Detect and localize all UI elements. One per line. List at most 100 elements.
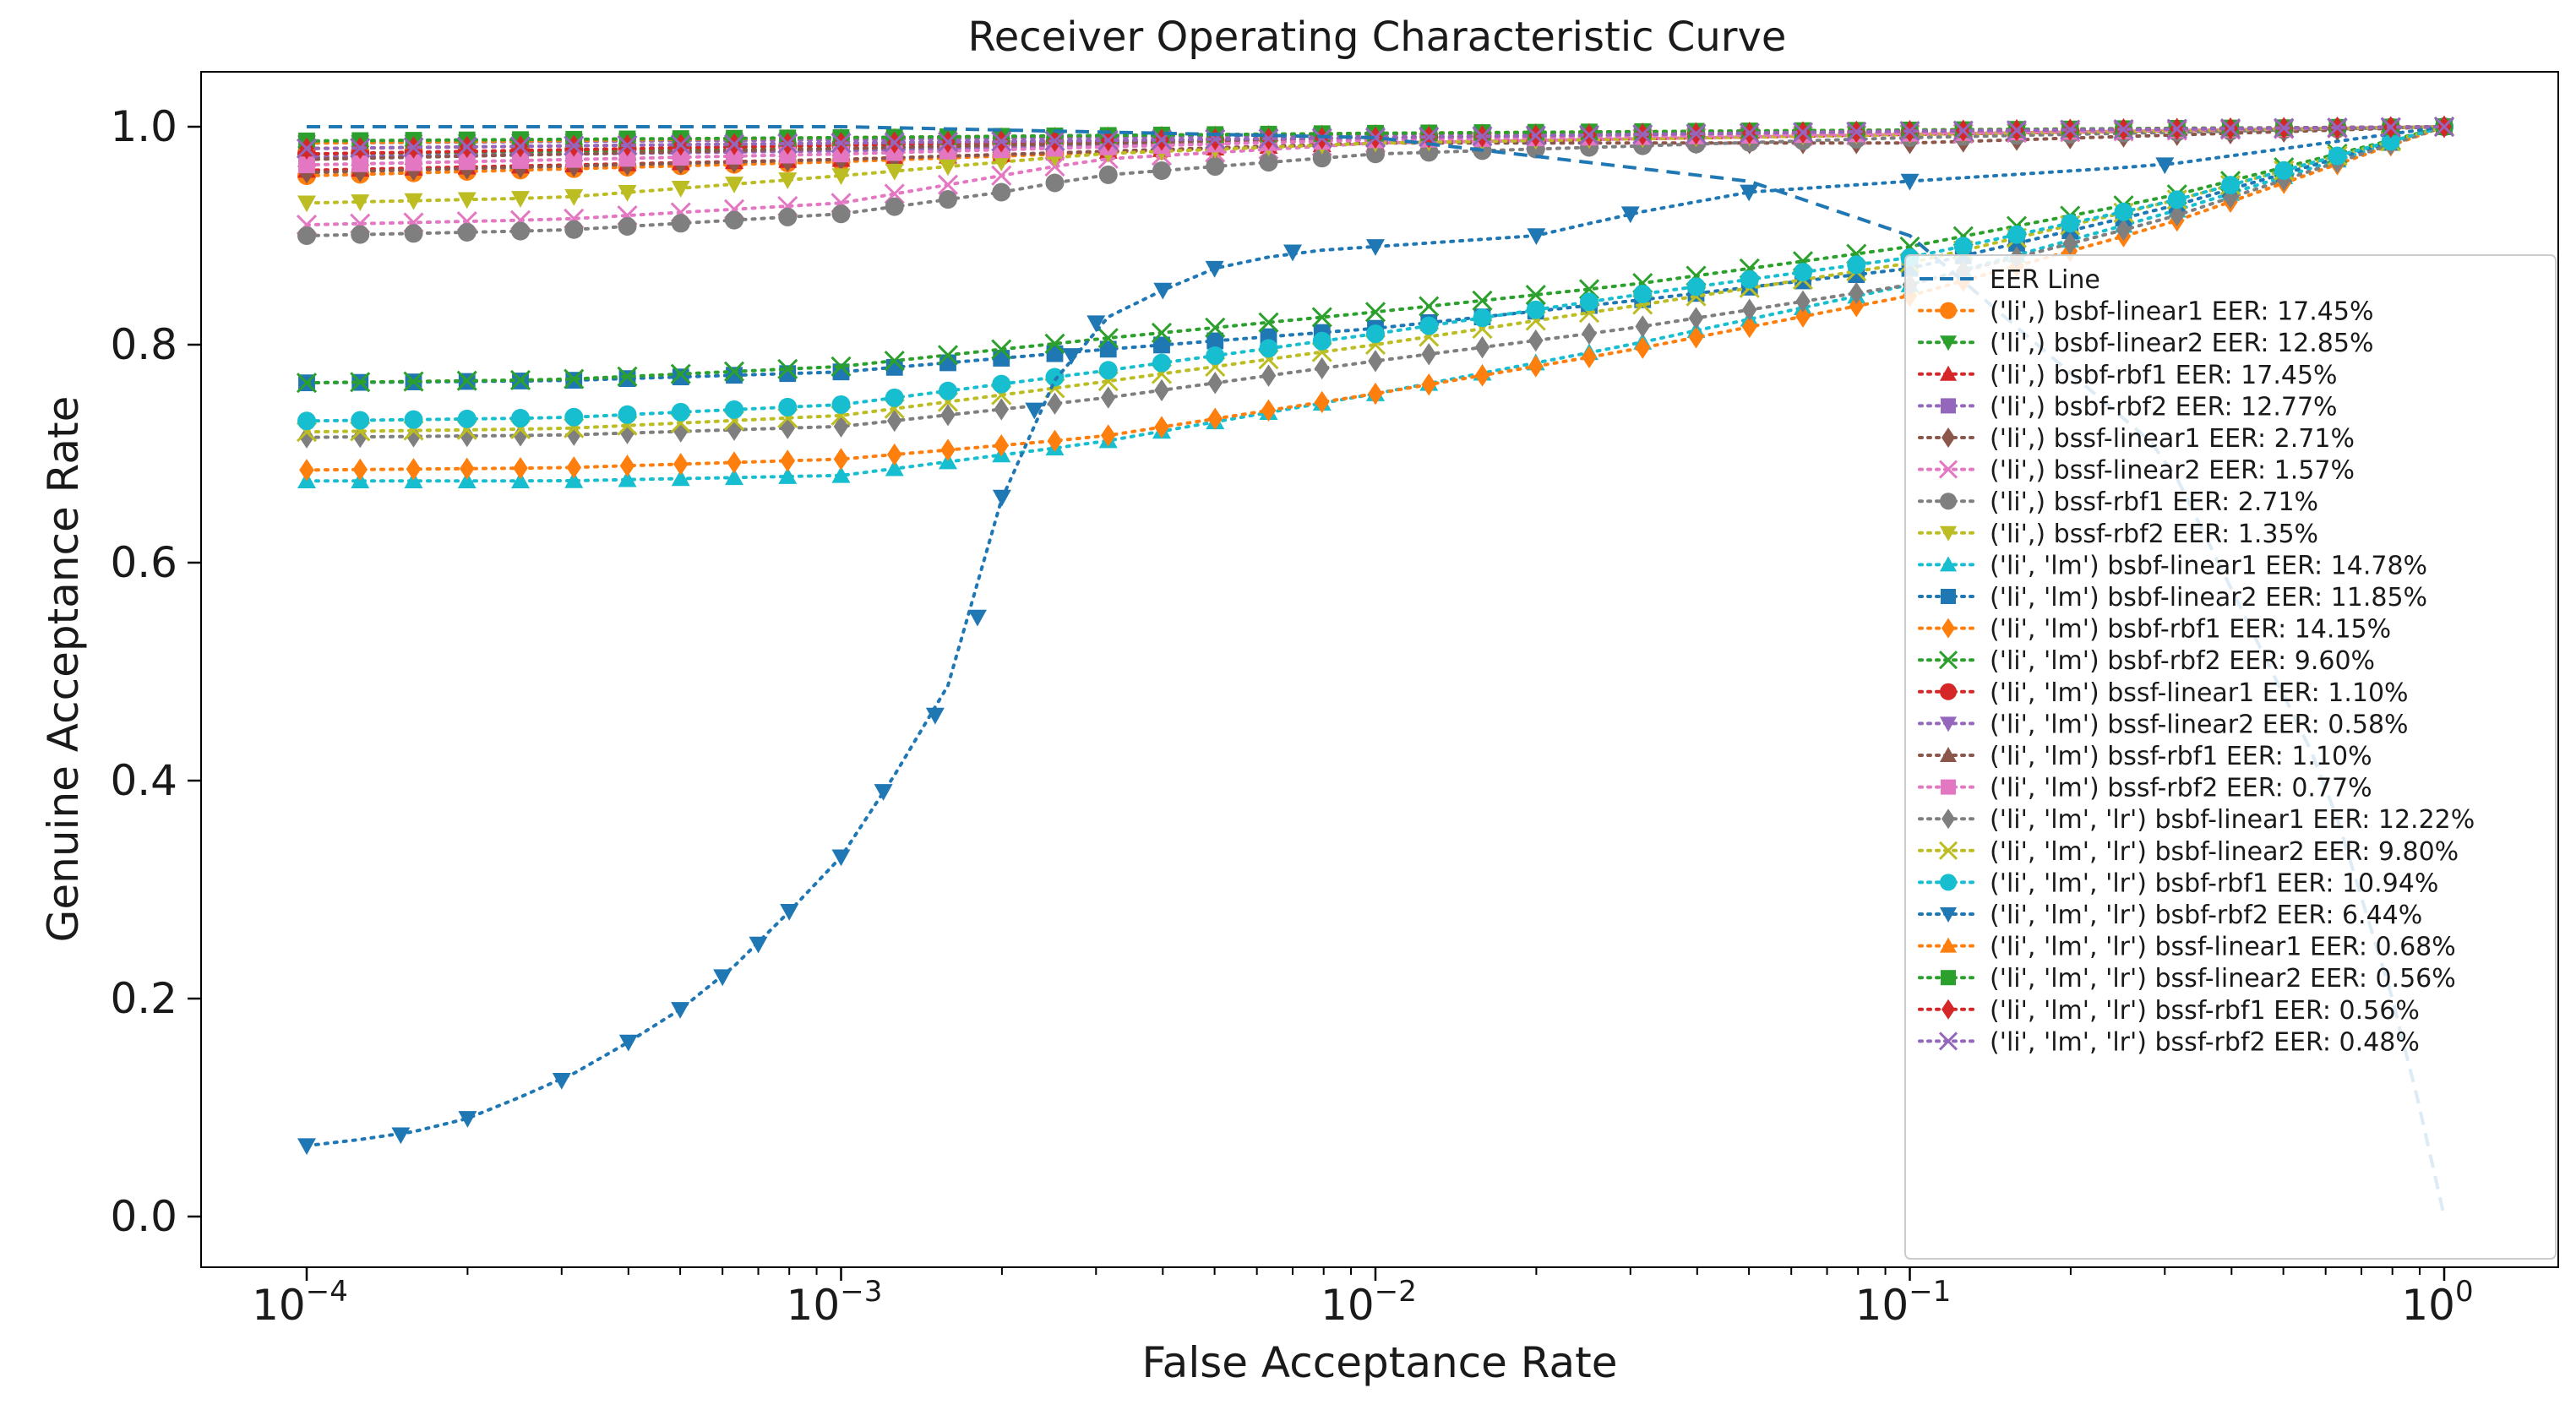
series-point bbox=[565, 150, 583, 168]
series-point bbox=[727, 451, 742, 474]
series-point bbox=[1620, 206, 1640, 224]
series-point bbox=[299, 459, 314, 482]
series-point bbox=[566, 456, 582, 479]
series-point bbox=[1473, 308, 1492, 328]
series-point bbox=[457, 471, 477, 489]
series-point bbox=[991, 339, 1012, 360]
series-point bbox=[619, 422, 635, 444]
series-point bbox=[618, 184, 637, 202]
series-point bbox=[778, 172, 798, 189]
legend-marker bbox=[1942, 427, 1955, 448]
legend-label: ('li',) bsbf-rbf1 EER: 17.45% bbox=[1990, 361, 2338, 390]
series-point bbox=[351, 194, 370, 211]
series-point bbox=[1153, 282, 1173, 300]
series-point bbox=[1314, 357, 1330, 380]
series-point bbox=[1044, 333, 1065, 354]
series-point bbox=[2006, 120, 2028, 141]
series-point bbox=[564, 471, 584, 488]
series-point bbox=[2061, 214, 2080, 233]
legend-item: ('li',) bssf-rbf2 EER: 1.35% bbox=[1918, 520, 2318, 549]
series-point bbox=[1364, 302, 1386, 323]
legend-item: ('li',) bsbf-rbf1 EER: 17.45% bbox=[1918, 361, 2338, 390]
series-point bbox=[1368, 382, 1383, 406]
series-point bbox=[298, 156, 315, 174]
series-point bbox=[403, 137, 424, 158]
series-point bbox=[618, 470, 637, 487]
series-point bbox=[404, 224, 423, 243]
y-axis-ticks: 0.0 0.2 0.4 0.6 0.8 1.0 bbox=[110, 102, 201, 1241]
series-point bbox=[1261, 399, 1277, 422]
legend-marker bbox=[1938, 651, 1958, 670]
series-point bbox=[831, 849, 851, 867]
series-point bbox=[618, 1034, 638, 1052]
series-point bbox=[457, 222, 477, 242]
series-point bbox=[564, 220, 584, 239]
legend-item: ('li', 'lm') bssf-rbf1 EER: 1.10% bbox=[1918, 742, 2372, 771]
series-point bbox=[1206, 332, 1224, 350]
series-point bbox=[885, 459, 904, 476]
legend-marker bbox=[1941, 779, 1956, 795]
series-point bbox=[1582, 322, 1597, 346]
series-point bbox=[992, 489, 1011, 507]
legend-marker bbox=[1940, 747, 1957, 762]
series-point bbox=[778, 397, 798, 416]
legend-marker bbox=[1938, 1032, 1958, 1051]
legend-label: ('li', 'lm') bssf-rbf1 EER: 1.10% bbox=[1990, 742, 2372, 771]
series-point bbox=[456, 370, 477, 391]
x-axis-ticks: 10−4 10−3 10−2 10−1 100 bbox=[252, 1267, 2474, 1330]
series-point bbox=[670, 134, 691, 155]
legend-label: EER Line bbox=[1990, 265, 2100, 295]
series-line bbox=[305, 125, 2446, 472]
series-point bbox=[884, 350, 905, 372]
series-point bbox=[967, 609, 987, 627]
series-point bbox=[564, 407, 584, 427]
series-point bbox=[2219, 118, 2241, 139]
series-point bbox=[833, 448, 849, 471]
legend-marker bbox=[1940, 907, 1957, 923]
series-point bbox=[458, 1111, 477, 1128]
series-point bbox=[511, 191, 530, 208]
series-point bbox=[725, 468, 743, 486]
series-point bbox=[1472, 290, 1493, 311]
series-point bbox=[725, 400, 743, 419]
y-tick-label: 1.0 bbox=[110, 102, 177, 151]
legend: EER Line('li',) bsbf-linear1 EER: 17.45%… bbox=[1904, 254, 2557, 1260]
series-point bbox=[940, 438, 956, 461]
series-point bbox=[1525, 125, 1546, 146]
series-point bbox=[459, 457, 475, 480]
series-point bbox=[1635, 315, 1651, 338]
series-point bbox=[1100, 424, 1116, 447]
series-point bbox=[993, 350, 1010, 367]
series-point bbox=[886, 409, 902, 433]
series-point bbox=[1258, 312, 1279, 333]
series-point bbox=[1419, 143, 1439, 162]
series-point bbox=[778, 467, 798, 484]
series-point bbox=[1259, 339, 1278, 358]
series-point bbox=[404, 410, 423, 429]
legend-label: ('li', 'lm') bsbf-rbf1 EER: 14.15% bbox=[1990, 615, 2391, 645]
series-point bbox=[459, 424, 475, 448]
series-point bbox=[2155, 157, 2175, 175]
series-point bbox=[723, 133, 745, 155]
series-point bbox=[1847, 255, 1866, 275]
series-point bbox=[1098, 361, 1118, 380]
legend-label: ('li',) bssf-rbf1 EER: 2.71% bbox=[1990, 487, 2318, 517]
series-point bbox=[617, 366, 638, 387]
series-point bbox=[2116, 218, 2132, 242]
series-point bbox=[297, 411, 316, 431]
series-point bbox=[725, 210, 743, 230]
legend-item: ('li', 'lm') bssf-rbf2 EER: 0.77% bbox=[1918, 774, 2372, 803]
series-point bbox=[297, 226, 316, 245]
series-point bbox=[1062, 348, 1081, 365]
series-point bbox=[673, 453, 689, 476]
series-point bbox=[2166, 118, 2187, 139]
series-point bbox=[1578, 124, 1600, 145]
series-point bbox=[1207, 407, 1223, 430]
series-point bbox=[406, 425, 422, 448]
legend-item: ('li', 'lm', 'lr') bsbf-linear1 EER: 12.… bbox=[1918, 805, 2475, 835]
legend-label: ('li', 'lm') bssf-rbf2 EER: 0.77% bbox=[1990, 774, 2372, 803]
series-point bbox=[2381, 132, 2400, 151]
series-point bbox=[777, 133, 798, 155]
series-point bbox=[1154, 416, 1169, 438]
series-point bbox=[404, 193, 423, 210]
